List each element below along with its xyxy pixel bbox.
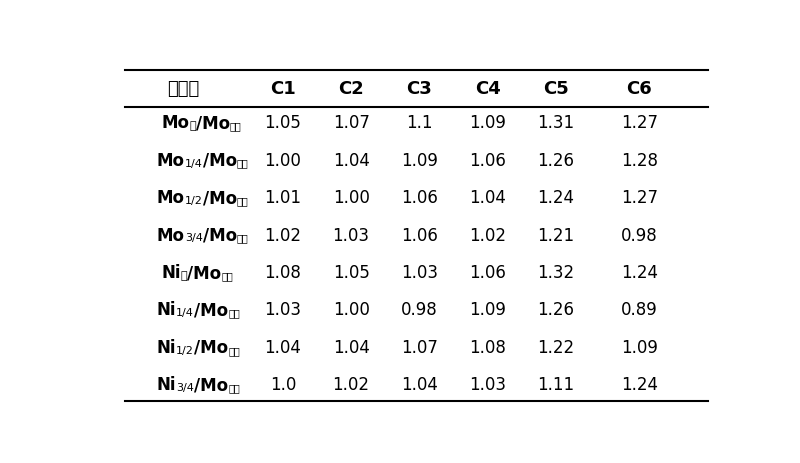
Text: 中心: 中心 <box>237 196 249 206</box>
Text: 1.27: 1.27 <box>621 114 658 132</box>
Text: Ni: Ni <box>157 376 176 394</box>
Text: 中心: 中心 <box>228 346 240 356</box>
Text: 3/4: 3/4 <box>176 383 194 393</box>
Text: /Mo: /Mo <box>194 376 228 394</box>
Text: 1.22: 1.22 <box>537 339 574 357</box>
Text: 1.03: 1.03 <box>401 264 438 282</box>
Text: 中心: 中心 <box>228 383 240 393</box>
Text: 1.04: 1.04 <box>333 152 370 170</box>
Text: 1.00: 1.00 <box>333 301 370 319</box>
Text: Mo: Mo <box>157 226 185 244</box>
Text: Mo: Mo <box>157 189 185 207</box>
Text: 1.27: 1.27 <box>621 189 658 207</box>
Text: 1/2: 1/2 <box>176 346 194 356</box>
Text: 0.89: 0.89 <box>621 301 658 319</box>
Text: 1.06: 1.06 <box>401 226 438 244</box>
Text: 1.24: 1.24 <box>538 189 574 207</box>
Text: Ni: Ni <box>157 301 176 319</box>
Text: 1.04: 1.04 <box>401 376 438 394</box>
Text: 1/4: 1/4 <box>176 308 194 318</box>
Text: 1.04: 1.04 <box>333 339 370 357</box>
Text: 1.24: 1.24 <box>621 264 658 282</box>
Text: 中心: 中心 <box>237 233 249 244</box>
Text: 1/4: 1/4 <box>185 158 202 169</box>
Text: 1.02: 1.02 <box>469 226 506 244</box>
Text: 1.05: 1.05 <box>265 114 302 132</box>
Text: 1.06: 1.06 <box>401 189 438 207</box>
Text: Ni: Ni <box>157 339 176 357</box>
Text: /Mo: /Mo <box>202 189 237 207</box>
Text: Mo: Mo <box>157 152 185 170</box>
Text: 中心: 中心 <box>222 271 233 281</box>
Text: Mo: Mo <box>161 114 189 132</box>
Text: 1.06: 1.06 <box>469 264 506 282</box>
Text: 1.31: 1.31 <box>537 114 574 132</box>
Text: 1.02: 1.02 <box>333 376 370 394</box>
Text: /Mo: /Mo <box>196 114 230 132</box>
Text: 1.28: 1.28 <box>621 152 658 170</box>
Text: 1.03: 1.03 <box>264 301 302 319</box>
Text: Ni: Ni <box>161 264 181 282</box>
Text: C2: C2 <box>338 80 364 98</box>
Text: 中心: 中心 <box>228 308 240 318</box>
Text: C6: C6 <box>626 80 652 98</box>
Text: 1.26: 1.26 <box>538 301 574 319</box>
Text: /Mo: /Mo <box>194 301 228 319</box>
Text: 1.0: 1.0 <box>270 376 296 394</box>
Text: 1.04: 1.04 <box>469 189 506 207</box>
Text: /Mo: /Mo <box>187 264 222 282</box>
Text: 1.09: 1.09 <box>401 152 438 170</box>
Text: /Mo: /Mo <box>202 226 237 244</box>
Text: 1.00: 1.00 <box>265 152 302 170</box>
Text: C3: C3 <box>406 80 432 98</box>
Text: 1.24: 1.24 <box>621 376 658 394</box>
Text: C4: C4 <box>474 80 500 98</box>
Text: 1.06: 1.06 <box>469 152 506 170</box>
Text: 1.05: 1.05 <box>333 264 370 282</box>
Text: /Mo: /Mo <box>194 339 228 357</box>
Text: 1.03: 1.03 <box>469 376 506 394</box>
Text: 1.03: 1.03 <box>333 226 370 244</box>
Text: 外: 外 <box>189 121 196 131</box>
Text: 1.1: 1.1 <box>406 114 433 132</box>
Text: 1.09: 1.09 <box>469 301 506 319</box>
Text: 1.09: 1.09 <box>621 339 658 357</box>
Text: 0.98: 0.98 <box>401 301 438 319</box>
Text: 1/2: 1/2 <box>185 196 202 206</box>
Text: 1.01: 1.01 <box>264 189 302 207</box>
Text: 1.07: 1.07 <box>333 114 370 132</box>
Text: 3/4: 3/4 <box>185 233 202 244</box>
Text: 1.32: 1.32 <box>537 264 574 282</box>
Text: 1.11: 1.11 <box>537 376 574 394</box>
Text: /Mo: /Mo <box>202 152 237 170</box>
Text: 1.08: 1.08 <box>469 339 506 357</box>
Text: 1.00: 1.00 <box>333 189 370 207</box>
Text: 1.07: 1.07 <box>401 339 438 357</box>
Text: 1.08: 1.08 <box>265 264 302 282</box>
Text: C5: C5 <box>543 80 569 98</box>
Text: 中心: 中心 <box>237 158 249 169</box>
Text: 1.09: 1.09 <box>469 114 506 132</box>
Text: 0.98: 0.98 <box>621 226 658 244</box>
Text: 1.04: 1.04 <box>265 339 302 357</box>
Text: 1.26: 1.26 <box>538 152 574 170</box>
Text: 外: 外 <box>181 271 187 281</box>
Text: 中心: 中心 <box>230 121 242 131</box>
Text: 催化剂: 催化剂 <box>167 80 200 98</box>
Text: 1.21: 1.21 <box>537 226 574 244</box>
Text: 1.02: 1.02 <box>264 226 302 244</box>
Text: C1: C1 <box>270 80 296 98</box>
